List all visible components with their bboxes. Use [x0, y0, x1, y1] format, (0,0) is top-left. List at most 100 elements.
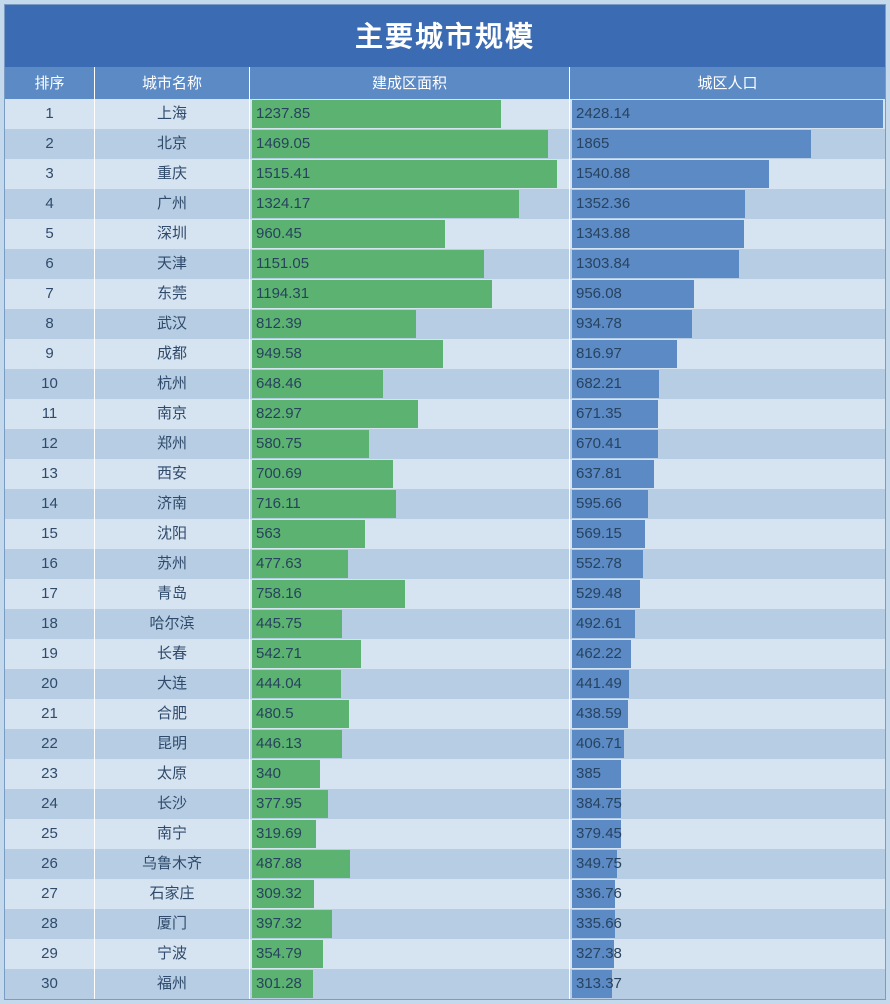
- rank-cell: 28: [5, 909, 95, 939]
- pop-bar: 670.41: [572, 430, 658, 458]
- table-row: 11南京822.97671.35: [5, 399, 885, 429]
- city-cell: 青岛: [95, 579, 250, 609]
- pop-value: 1540.88: [576, 159, 630, 189]
- rank-cell: 11: [5, 399, 95, 429]
- area-bar: 716.11: [252, 490, 396, 518]
- area-cell: 445.75: [250, 609, 570, 639]
- pop-cell: 1343.88: [570, 219, 885, 249]
- table-row: 30福州301.28313.37: [5, 969, 885, 999]
- table-row: 28厦门397.32 335.66: [5, 909, 885, 939]
- city-cell: 宁波: [95, 939, 250, 969]
- pop-value: 336.76: [576, 879, 622, 909]
- area-cell: 477.63: [250, 549, 570, 579]
- area-cell: 1237.85: [250, 99, 570, 129]
- table-row: 18哈尔滨445.75492.61: [5, 609, 885, 639]
- area-bar: 319.69: [252, 820, 316, 848]
- area-cell: 340: [250, 759, 570, 789]
- rank-cell: 24: [5, 789, 95, 819]
- rank-cell: 19: [5, 639, 95, 669]
- rank-cell: 10: [5, 369, 95, 399]
- area-value: 1194.31: [256, 279, 309, 309]
- pop-bar: 327.38: [572, 940, 614, 968]
- city-cell: 天津: [95, 249, 250, 279]
- rank-cell: 21: [5, 699, 95, 729]
- area-value: 700.69: [256, 459, 302, 489]
- header-city: 城市名称: [95, 67, 250, 99]
- area-bar: 1469.05: [252, 130, 548, 158]
- rank-cell: 12: [5, 429, 95, 459]
- pop-cell: 637.81: [570, 459, 885, 489]
- area-value: 397.32: [256, 909, 302, 939]
- area-cell: 1151.05: [250, 249, 570, 279]
- pop-bar: 379.45: [572, 820, 621, 848]
- pop-bar: 816.97: [572, 340, 677, 368]
- area-cell: 309.32: [250, 879, 570, 909]
- area-bar: 309.32: [252, 880, 314, 908]
- rank-cell: 13: [5, 459, 95, 489]
- pop-cell: 2428.14: [570, 99, 885, 129]
- pop-bar: 529.48: [572, 580, 640, 608]
- pop-bar: 406.71: [572, 730, 624, 758]
- pop-value: 335.66: [576, 909, 622, 939]
- pop-cell: 569.15: [570, 519, 885, 549]
- pop-value: 816.97: [576, 339, 622, 369]
- pop-value: 569.15: [576, 519, 622, 549]
- area-cell: 377.95: [250, 789, 570, 819]
- pop-value: 682.21: [576, 369, 622, 399]
- pop-cell: 384.75: [570, 789, 885, 819]
- pop-value: 2428.14: [576, 99, 630, 129]
- area-cell: 1194.31: [250, 279, 570, 309]
- city-cell: 济南: [95, 489, 250, 519]
- table-row: 2北京1469.051865: [5, 129, 885, 159]
- rank-cell: 20: [5, 669, 95, 699]
- pop-bar: 595.66: [572, 490, 648, 518]
- area-cell: 542.71: [250, 639, 570, 669]
- pop-value: 934.78: [576, 309, 622, 339]
- pop-bar: 1865: [572, 130, 811, 158]
- pop-value: 384.75: [576, 789, 622, 819]
- table-row: 23太原340385: [5, 759, 885, 789]
- pop-bar: 2428.14: [572, 100, 883, 128]
- area-bar: 563: [252, 520, 365, 548]
- area-value: 758.16: [256, 579, 302, 609]
- area-cell: 354.79: [250, 939, 570, 969]
- pop-bar: 1540.88: [572, 160, 769, 188]
- area-bar: 542.71: [252, 640, 361, 668]
- rank-cell: 1: [5, 99, 95, 129]
- rank-cell: 8: [5, 309, 95, 339]
- city-cell: 南宁: [95, 819, 250, 849]
- pop-cell: 379.45: [570, 819, 885, 849]
- city-cell: 厦门: [95, 909, 250, 939]
- pop-cell: 441.49: [570, 669, 885, 699]
- rank-cell: 29: [5, 939, 95, 969]
- pop-cell: 671.35: [570, 399, 885, 429]
- pop-value: 1865: [576, 129, 609, 159]
- pop-cell: 327.38: [570, 939, 885, 969]
- area-bar: 1324.17: [252, 190, 519, 218]
- pop-value: 529.48: [576, 579, 622, 609]
- pop-cell: 1540.88: [570, 159, 885, 189]
- area-value: 949.58: [256, 339, 302, 369]
- table-row: 13西安700.69637.81: [5, 459, 885, 489]
- table-row: 19长春542.71462.22: [5, 639, 885, 669]
- rank-cell: 22: [5, 729, 95, 759]
- pop-cell: 336.76: [570, 879, 885, 909]
- table-row: 24长沙377.95384.75: [5, 789, 885, 819]
- pop-cell: 313.37: [570, 969, 885, 999]
- pop-value: 670.41: [576, 429, 622, 459]
- pop-value: 1343.88: [576, 219, 630, 249]
- table-row: 27石家庄309.32336.76: [5, 879, 885, 909]
- pop-bar: 637.81: [572, 460, 654, 488]
- pop-value: 671.35: [576, 399, 622, 429]
- table-row: 25南宁319.69379.45: [5, 819, 885, 849]
- city-cell: 北京: [95, 129, 250, 159]
- rank-cell: 16: [5, 549, 95, 579]
- rank-cell: 18: [5, 609, 95, 639]
- area-value: 377.95: [256, 789, 302, 819]
- area-bar: 477.63: [252, 550, 348, 578]
- rank-cell: 9: [5, 339, 95, 369]
- table-row: 7东莞1194.31956.08: [5, 279, 885, 309]
- pop-cell: 956.08: [570, 279, 885, 309]
- pop-value: 1352.36: [576, 189, 630, 219]
- area-value: 445.75: [256, 609, 302, 639]
